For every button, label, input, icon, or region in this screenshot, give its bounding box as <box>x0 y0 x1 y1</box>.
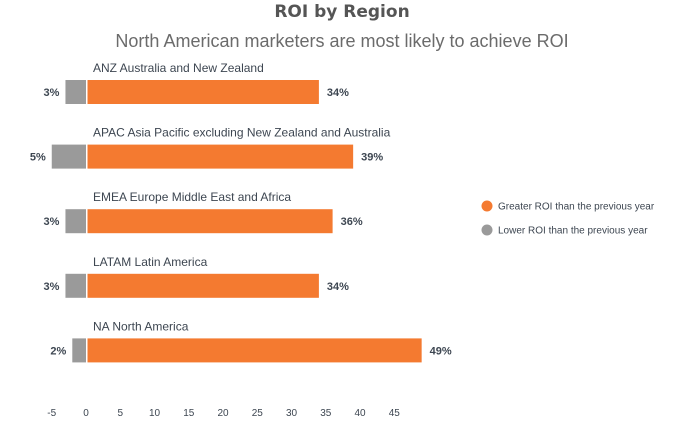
x-tick-label: 45 <box>389 408 401 419</box>
greater-roi-value-anz: 34% <box>327 87 349 99</box>
x-tick-label: 35 <box>320 408 332 419</box>
lower-roi-value-apac: 5% <box>30 152 46 164</box>
greater-roi-bar-apac <box>87 144 354 169</box>
x-tick-label: 25 <box>252 408 264 419</box>
x-tick-label: 5 <box>117 408 123 419</box>
x-tick-label: 15 <box>183 408 195 419</box>
x-tick-label: 0 <box>83 408 89 419</box>
x-tick-label: 20 <box>217 408 229 419</box>
bars-layer: ANZ Australia and New Zealand 3% 34% APAC A… <box>30 61 452 363</box>
x-tick-label: 10 <box>149 408 161 419</box>
lower-roi-value-emea: 3% <box>44 216 60 228</box>
x-tick-label: 40 <box>354 408 366 419</box>
greater-roi-value-emea: 36% <box>341 216 363 228</box>
greater-roi-bar-na <box>87 338 422 363</box>
greater-roi-bar-emea <box>87 209 333 234</box>
greater-roi-bar-latam <box>87 273 319 298</box>
chart-subtitle: North American marketers are most likely… <box>115 31 569 51</box>
greater-roi-value-na: 49% <box>430 345 452 357</box>
region-label-emea: EMEA Europe Middle East and Africa <box>93 190 291 204</box>
lower-roi-bar-emea <box>65 209 86 234</box>
lower-roi-value-latam: 3% <box>44 281 60 293</box>
legend-label-lower: Lower ROI than the previous year <box>498 226 648 237</box>
greater-roi-bar-anz <box>87 80 319 104</box>
legend-label-greater: Greater ROI than the previous year <box>498 202 655 213</box>
legend-swatch-greater <box>481 200 493 212</box>
legend-swatch-lower <box>481 224 493 236</box>
lower-roi-bar-latam <box>65 273 86 298</box>
lower-roi-bar-apac <box>51 144 86 169</box>
lower-roi-bar-na <box>72 338 86 363</box>
x-axis-ticks: -5 0 5 10 15 20 25 30 35 40 45 <box>47 408 400 419</box>
legend: Greater ROI than the previous year Lower … <box>481 200 655 237</box>
greater-roi-value-latam: 34% <box>327 281 349 293</box>
lower-roi-value-anz: 3% <box>44 87 60 99</box>
x-tick-label: 30 <box>286 408 298 419</box>
x-tick-label: -5 <box>47 408 56 419</box>
region-label-latam: LATAM Latin America <box>93 255 208 269</box>
lower-roi-value-na: 2% <box>50 345 66 357</box>
region-label-anz: ANZ Australia and New Zealand <box>93 61 264 75</box>
region-label-apac: APAC Asia Pacific excluding New Zealand … <box>93 126 391 140</box>
lower-roi-bar-anz <box>65 80 86 104</box>
region-label-na: NA North America <box>93 319 189 333</box>
chart-title: ROI by Region <box>274 2 410 22</box>
greater-roi-value-apac: 39% <box>361 152 383 164</box>
